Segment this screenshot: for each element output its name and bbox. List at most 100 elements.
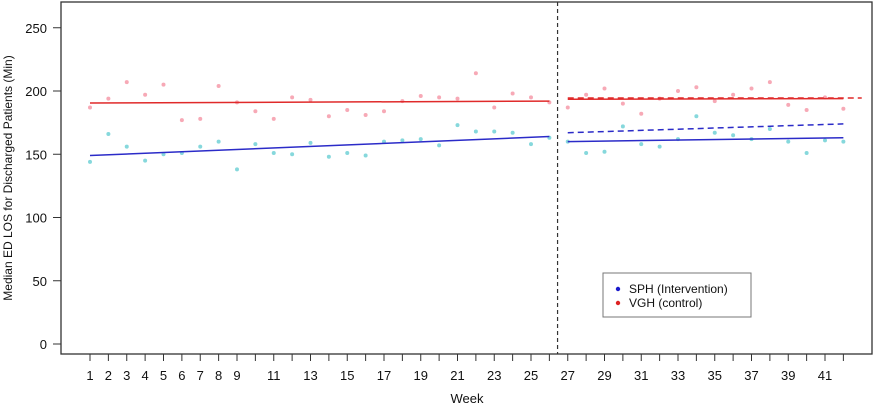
data-point — [620, 101, 625, 106]
data-point — [271, 150, 276, 155]
data-point — [602, 86, 607, 91]
data-point — [492, 129, 497, 134]
x-tick-label: 7 — [197, 368, 204, 383]
data-point — [418, 137, 423, 142]
legend-box — [602, 272, 752, 318]
data-point — [823, 138, 827, 143]
data-point — [712, 130, 717, 135]
x-tick-label: 39 — [781, 368, 795, 383]
data-point — [602, 149, 607, 154]
data-point — [290, 152, 295, 157]
y-tick-label: 0 — [40, 337, 47, 352]
data-point — [804, 150, 809, 155]
data-point — [308, 140, 313, 145]
legend-marker-sph-icon — [615, 286, 621, 292]
data-point — [437, 95, 442, 100]
data-point — [143, 158, 148, 163]
data-point — [565, 105, 570, 110]
data-point — [749, 86, 754, 91]
data-point — [253, 142, 258, 147]
data-point — [473, 129, 478, 134]
data-point — [529, 142, 533, 147]
legend-label-sph: SPH (Intervention) — [629, 282, 728, 296]
x-tick-label: 11 — [267, 368, 281, 383]
x-tick-label: 15 — [340, 368, 354, 383]
data-point — [584, 150, 589, 155]
data-point — [400, 138, 405, 143]
data-point — [326, 114, 331, 119]
x-tick-label: 5 — [160, 368, 167, 383]
y-axis-label: Median ED LOS for Discharged Patients (M… — [1, 55, 15, 300]
trend-line-post — [567, 97, 844, 100]
data-point — [767, 80, 772, 85]
data-point — [841, 139, 846, 144]
x-tick-label: 19 — [414, 368, 428, 383]
trend-line-post — [567, 137, 844, 143]
x-tick-label: 25 — [524, 368, 538, 383]
data-point — [345, 150, 350, 155]
legend-marker-vgh-icon — [615, 300, 621, 306]
data-point — [584, 92, 589, 97]
data-point — [712, 99, 717, 104]
data-point — [235, 167, 239, 172]
data-point — [510, 91, 515, 96]
legend: SPH (Intervention) VGH (control) — [602, 272, 752, 318]
x-tick-label: 17 — [377, 368, 391, 383]
data-point — [363, 153, 368, 158]
data-point — [382, 109, 386, 114]
data-point — [437, 143, 442, 148]
data-point — [198, 116, 203, 121]
x-tick-label: 35 — [708, 368, 722, 383]
data-point — [124, 144, 129, 149]
data-point — [363, 113, 368, 118]
data-point — [106, 132, 111, 137]
data-point — [676, 89, 680, 93]
data-point — [804, 107, 809, 112]
data-point — [620, 124, 625, 129]
data-point — [731, 133, 736, 138]
data-point — [216, 83, 221, 88]
data-point — [731, 92, 736, 97]
x-tick-label: 31 — [634, 368, 648, 383]
data-point — [841, 106, 846, 111]
data-point — [657, 144, 662, 149]
data-point — [143, 92, 148, 97]
x-tick-label: 2 — [105, 368, 112, 383]
y-tick-label: 50 — [33, 274, 47, 289]
trend-line-counterfactual — [567, 123, 844, 134]
data-point — [216, 139, 221, 144]
x-tick-label: 9 — [233, 368, 240, 383]
x-axis: 1 2 3 4 5 6 7 8 9 11 13 15 17 19 21 23 25 27 29 31 33 35 37 39 4… — [86, 354, 844, 383]
data-point — [694, 114, 699, 119]
trend-line-pre — [89, 135, 550, 157]
x-tick-label: 4 — [142, 368, 149, 383]
data-point — [326, 154, 331, 159]
data-point — [161, 82, 166, 87]
data-markers — [88, 71, 846, 172]
y-tick-label: 200 — [25, 84, 47, 99]
data-point — [290, 95, 295, 100]
y-tick-label: 150 — [25, 147, 47, 162]
x-tick-label: 41 — [818, 368, 832, 383]
data-point — [198, 144, 203, 149]
x-tick-label: 23 — [487, 368, 501, 383]
y-tick-label: 250 — [25, 21, 47, 36]
trend-line-pre — [89, 100, 550, 104]
data-point — [473, 71, 478, 76]
x-tick-label: 21 — [450, 368, 464, 383]
data-point — [786, 102, 791, 107]
data-point — [345, 107, 350, 112]
data-point — [694, 85, 699, 90]
x-tick-label: 1 — [86, 368, 93, 383]
y-axis: 0 50 100 150 200 250 — [25, 21, 61, 352]
y-tick-label: 100 — [25, 211, 47, 226]
data-point — [639, 142, 644, 147]
data-point — [308, 97, 313, 102]
data-point — [179, 118, 184, 123]
data-point — [767, 126, 772, 131]
x-tick-label: 33 — [671, 368, 685, 383]
x-tick-label: 13 — [303, 368, 317, 383]
x-tick-label: 29 — [597, 368, 611, 383]
